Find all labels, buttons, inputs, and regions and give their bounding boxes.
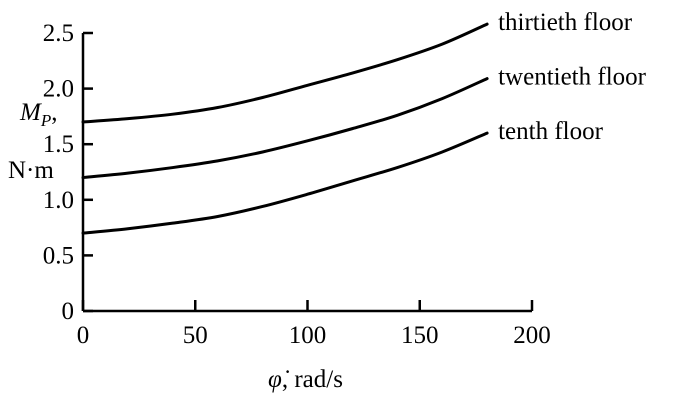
series-line-thirtieth-floor xyxy=(81,22,489,124)
series-lines xyxy=(81,22,489,235)
axes xyxy=(81,33,532,313)
x-tick-label: 150 xyxy=(401,322,439,349)
y-axis-label-comma: , xyxy=(51,99,57,126)
x-tick-label: 0 xyxy=(77,322,90,349)
series-line-tenth-floor xyxy=(81,131,489,235)
y-tick-label: 2.5 xyxy=(43,20,74,47)
y-axis-label: MP, xyxy=(19,99,57,130)
y-tick-label: 0.5 xyxy=(43,242,74,269)
y-tick-label: 0 xyxy=(62,298,75,325)
y-tick-label: 2.0 xyxy=(43,76,74,103)
x-tick-label: 100 xyxy=(289,322,327,349)
y-axis-label-unit: N·m xyxy=(8,157,54,184)
y-tick-label: 1.0 xyxy=(43,187,74,214)
series-labels: tenth floor twentieth floor thirtieth floo… xyxy=(498,9,647,145)
y-axis-label-symbol: M xyxy=(19,99,42,126)
x-ticks: 0 50 100 150 200 xyxy=(77,300,551,349)
y-ticks: 0 0.5 1.0 1.5 2.0 2.5 xyxy=(43,20,93,325)
series-line-twentieth-floor xyxy=(81,77,489,180)
x-axis-label-unit: , rad/s xyxy=(282,366,343,393)
x-axis-label: φ̇, rad/s xyxy=(268,366,343,393)
series-label-tenth-floor: tenth floor xyxy=(498,118,604,145)
series-label-thirtieth-floor: thirtieth floor xyxy=(498,9,633,36)
y-tick-label: 1.5 xyxy=(43,131,74,158)
y-axis-label-subscript: P xyxy=(40,111,51,130)
series-label-twentieth-floor: twentieth floor xyxy=(498,64,647,91)
x-tick-label: 200 xyxy=(513,322,551,349)
x-tick-label: 50 xyxy=(183,322,208,349)
